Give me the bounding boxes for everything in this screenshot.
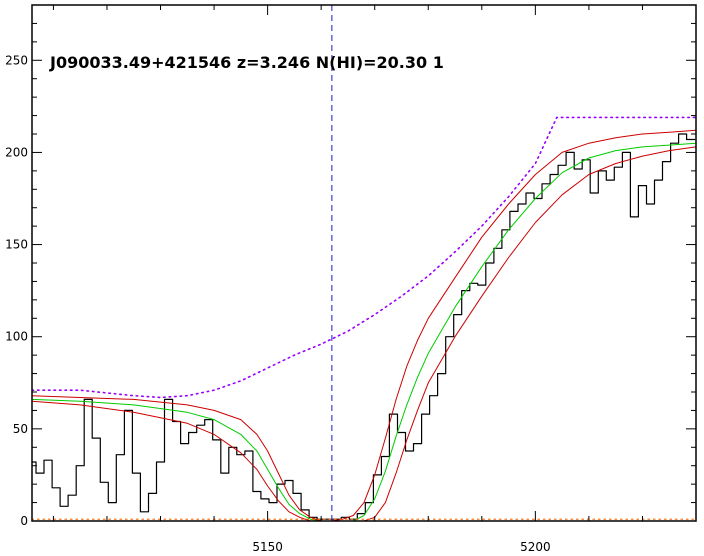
- axis-ticks: 0 50 100 150 200 250 5150 5200: [5, 5, 696, 554]
- series-layer: [32, 116, 696, 521]
- x-tick-label: 5150: [252, 540, 283, 554]
- y-tick-label: 250: [5, 53, 28, 67]
- fit-lower-bound-line: [32, 146, 696, 521]
- chart-title: J090033.49+421546 z=3.246 N(HI)=20.30 1: [49, 53, 444, 72]
- y-tick-label: 0: [20, 514, 28, 528]
- y-tick-label: 100: [5, 330, 28, 344]
- continuum-line: [32, 116, 696, 399]
- y-tick-label: 150: [5, 238, 28, 252]
- y-tick-label: 200: [5, 145, 28, 159]
- y-tick-label: 50: [13, 422, 28, 436]
- x-tick-label: 5200: [520, 540, 551, 554]
- fit-upper-bound-line: [32, 129, 696, 521]
- fit-model-line: [32, 142, 696, 521]
